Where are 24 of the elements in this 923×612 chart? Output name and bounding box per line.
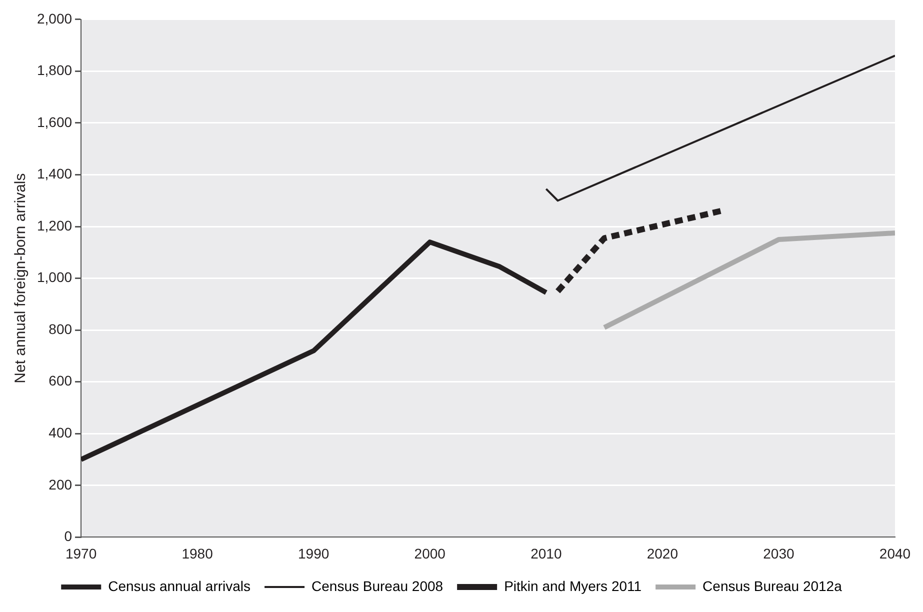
y-tick-label: 400	[48, 424, 72, 440]
y-tick-label: 200	[48, 476, 72, 492]
x-tick-label: 2010	[530, 545, 562, 562]
legend-label: Census Bureau 2008	[312, 578, 444, 594]
x-tick-label: 1980	[182, 545, 214, 562]
y-tick-label: 1,400	[36, 166, 72, 182]
y-tick-label: 0	[64, 528, 72, 544]
y-tick-label: 1,600	[36, 114, 72, 130]
y-tick-label: 1,800	[36, 62, 72, 78]
legend-label: Census annual arrivals	[108, 578, 251, 594]
legend-label: Pitkin and Myers 2011	[504, 578, 642, 594]
x-tick-label: 2020	[646, 545, 678, 562]
legend-label: Census Bureau 2012a	[702, 578, 842, 594]
x-tick-label: 2000	[414, 545, 446, 562]
x-tick-label: 1990	[298, 545, 330, 562]
x-tick-label: 1970	[65, 545, 97, 562]
x-tick-label: 2040	[879, 545, 911, 562]
y-tick-label: 600	[48, 372, 72, 389]
y-tick-label: 2,000	[36, 10, 72, 26]
y-tick-label: 1,200	[36, 217, 72, 234]
y-axis-title: Net annual foreign-born arrivals	[12, 173, 30, 384]
y-tick-label: 800	[48, 320, 72, 337]
x-tick-label: 2030	[763, 545, 794, 562]
y-tick-label: 1,000	[36, 269, 72, 286]
